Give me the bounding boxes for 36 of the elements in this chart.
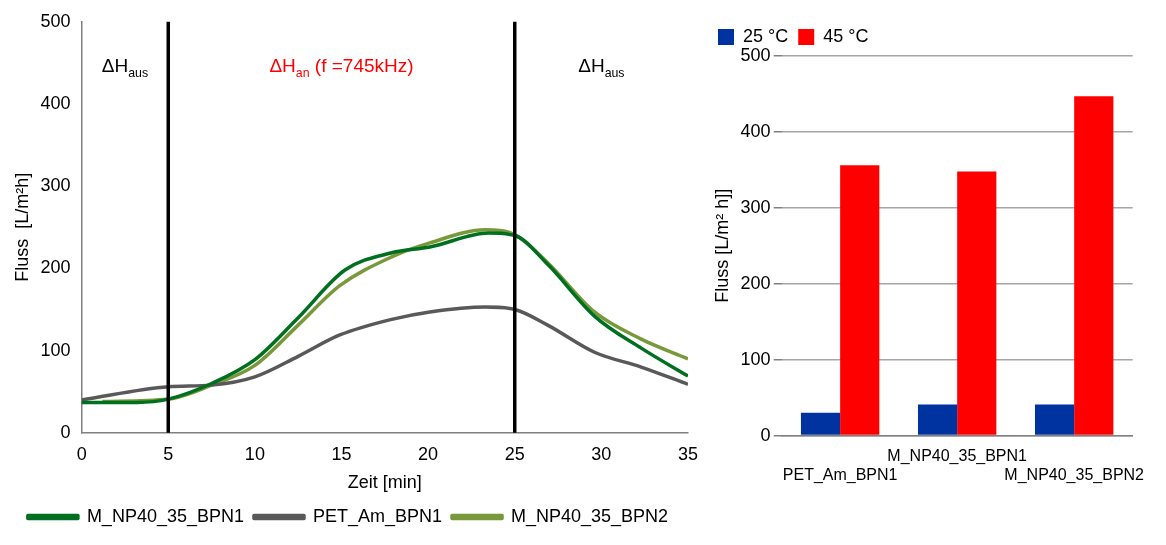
y-tick-label: 100 bbox=[40, 339, 71, 360]
legend-label: M_NP40_35_BPN1 bbox=[86, 505, 244, 527]
legend-label: 25 °C bbox=[743, 25, 789, 46]
x-tick-label: 25 bbox=[504, 443, 525, 464]
x-tick-label: 0 bbox=[76, 443, 87, 464]
bar bbox=[917, 404, 958, 435]
bar bbox=[957, 171, 997, 435]
bar bbox=[1074, 96, 1114, 435]
x-tick-label: M_NP40_35_BPN1 bbox=[887, 446, 1028, 465]
bar bbox=[800, 412, 841, 435]
x-axis-title: Zeit [min] bbox=[347, 472, 422, 493]
y-tick-label: 200 bbox=[40, 257, 71, 278]
y-axis-title: Fluss [L/m²h] bbox=[11, 172, 32, 282]
y-tick-label: 400 bbox=[40, 92, 71, 113]
x-tick-label: 35 bbox=[677, 443, 699, 464]
y-tick-label: 200 bbox=[740, 272, 771, 293]
y-tick-label: 300 bbox=[40, 175, 71, 196]
y-tick-label: 0 bbox=[760, 424, 771, 445]
x-tick-label: 30 bbox=[591, 443, 612, 464]
x-tick-label: 10 bbox=[244, 443, 265, 464]
y-axis-title: Fluss [L/m² h]] bbox=[711, 188, 732, 303]
x-tick-label: 5 bbox=[163, 443, 174, 464]
x-tick-label: 15 bbox=[331, 443, 352, 464]
y-tick-label: 500 bbox=[740, 44, 771, 65]
line-series bbox=[81, 305, 688, 402]
legend-label: PET_Am_BPN1 bbox=[312, 505, 443, 527]
y-tick-label: 500 bbox=[40, 10, 71, 31]
y-tick-label: 100 bbox=[740, 348, 771, 369]
legend-label: 45 °C bbox=[823, 25, 869, 46]
legend-label: M_NP40_35_BPN2 bbox=[511, 505, 669, 527]
bar bbox=[840, 165, 880, 435]
y-tick-label: 0 bbox=[60, 421, 71, 442]
y-tick-label: 400 bbox=[740, 120, 771, 141]
y-tick-label: 300 bbox=[740, 196, 771, 217]
bar bbox=[1034, 404, 1075, 435]
x-tick-label: 20 bbox=[418, 443, 439, 464]
